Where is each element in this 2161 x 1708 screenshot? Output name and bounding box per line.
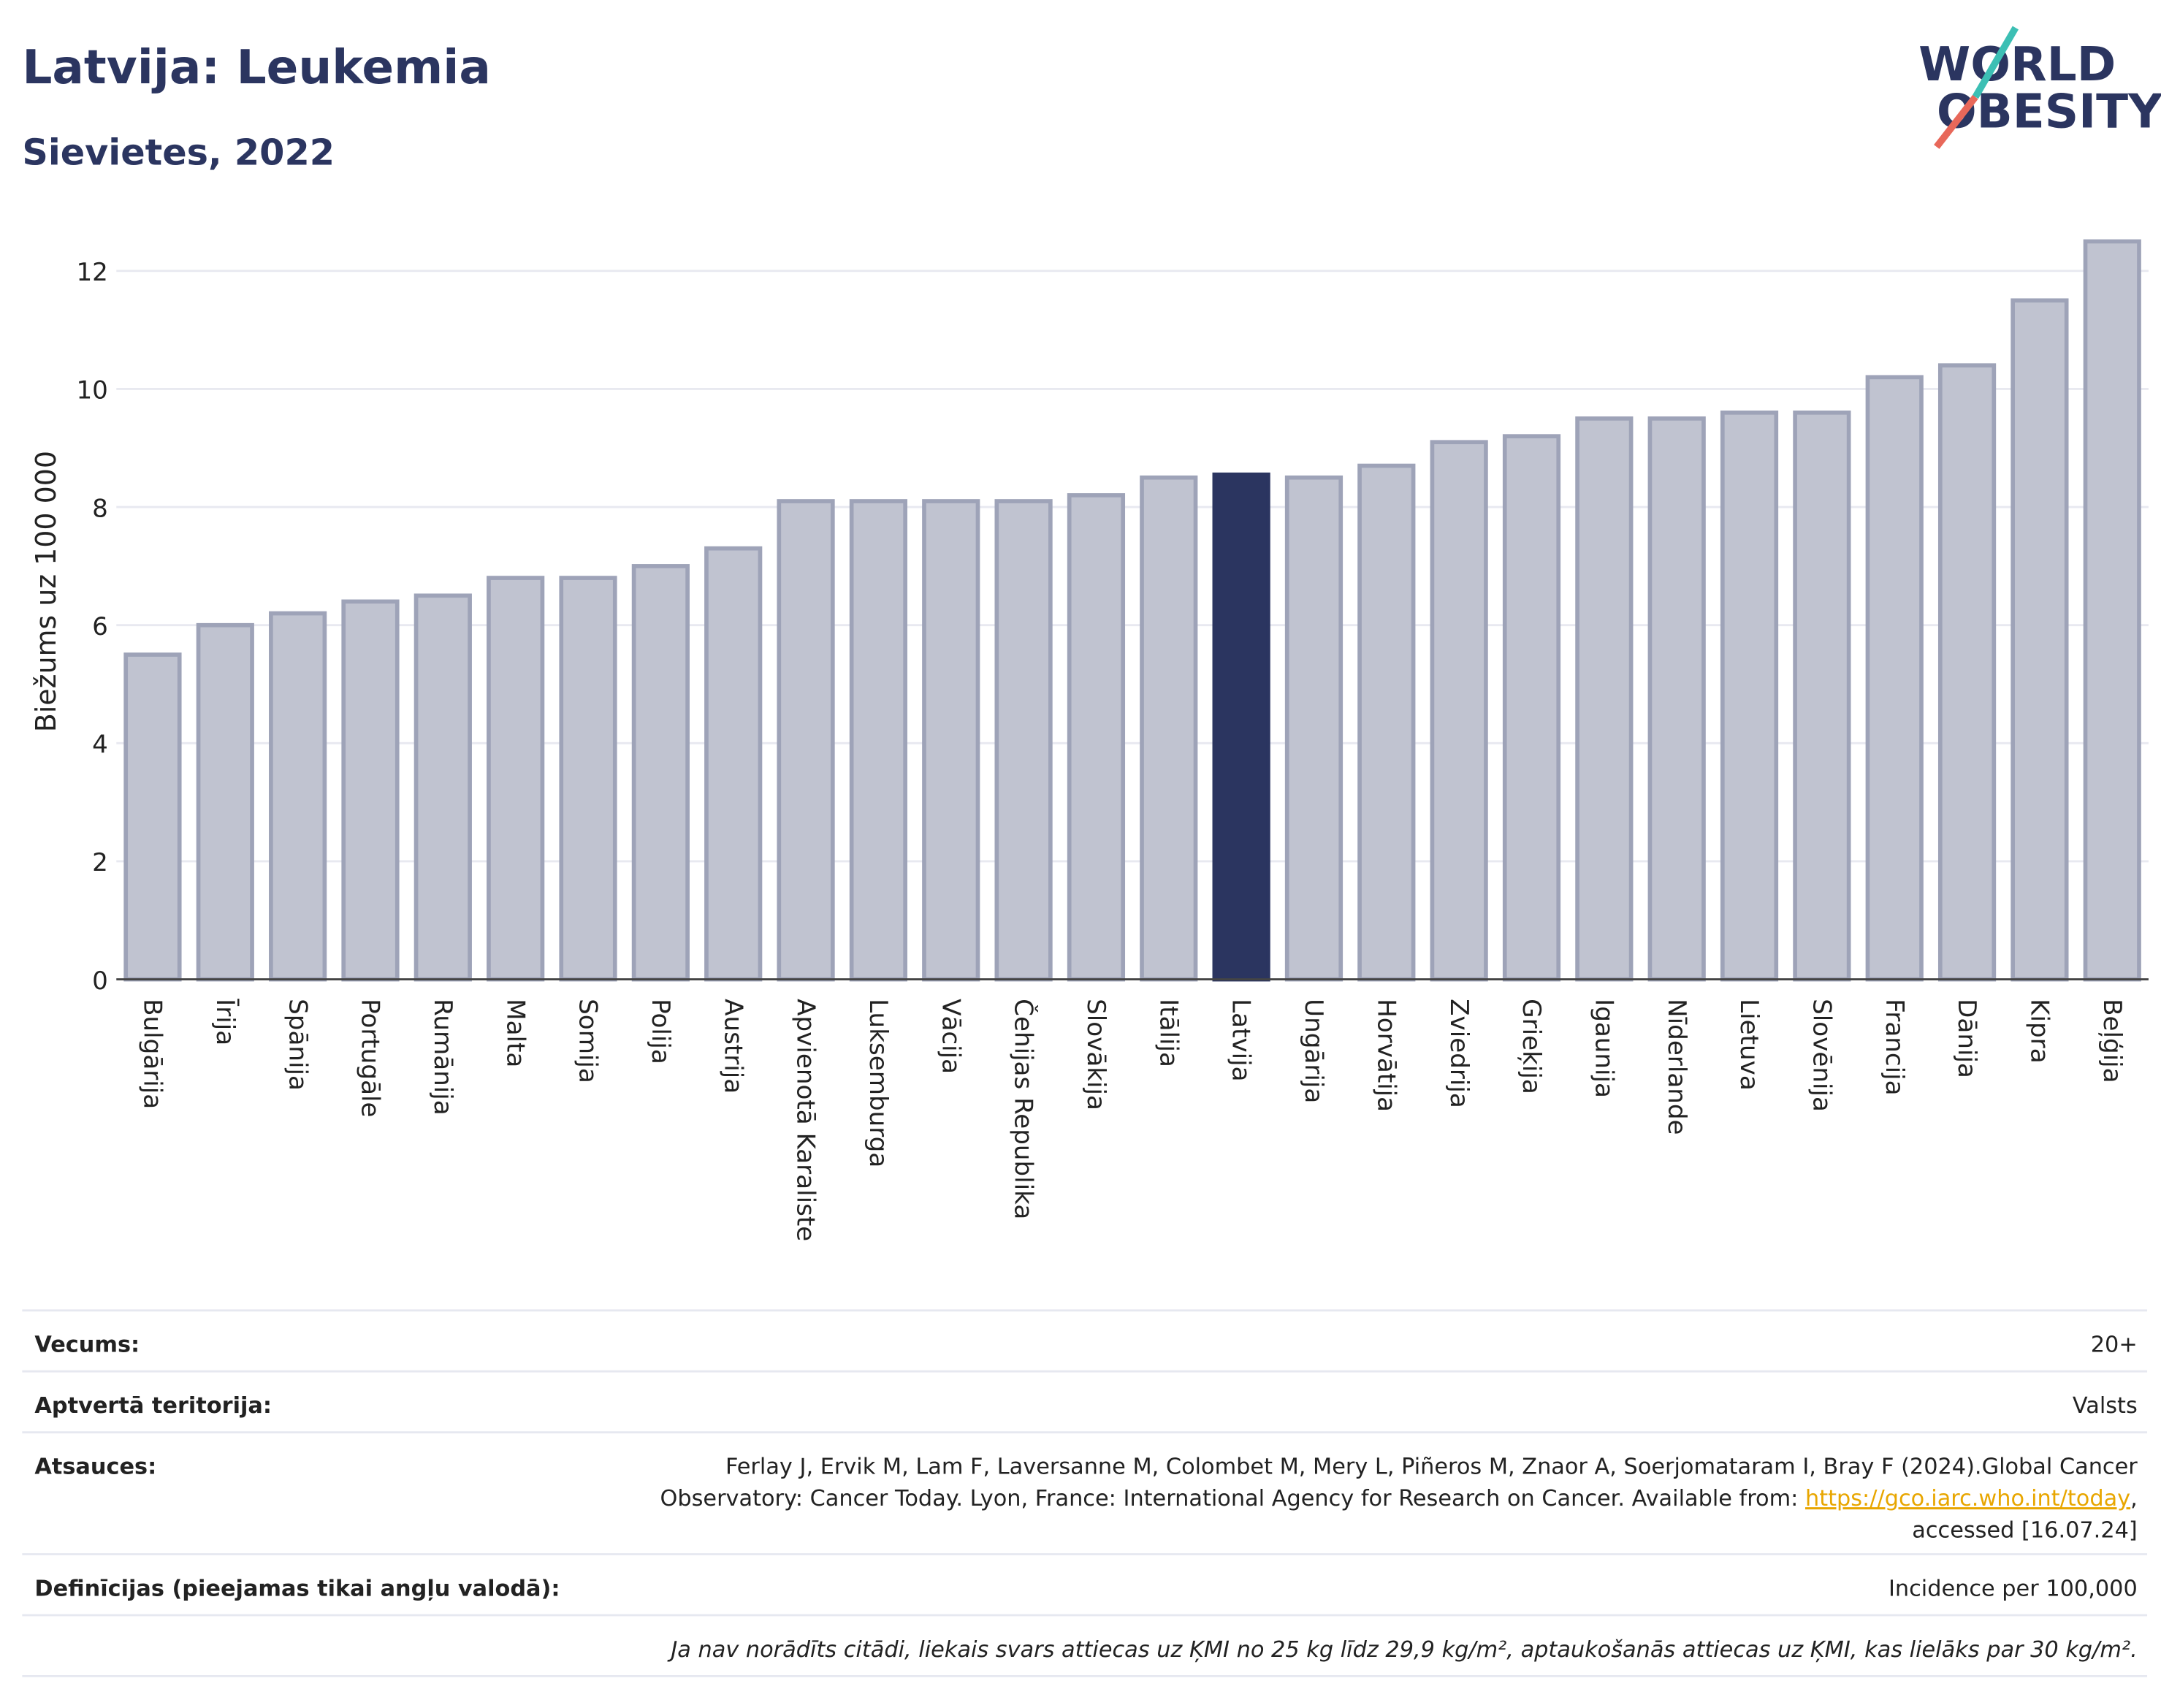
bar xyxy=(2011,298,2069,982)
row-value: Valsts xyxy=(2073,1393,2138,1419)
bar xyxy=(1430,440,1488,982)
bar xyxy=(341,599,400,982)
x-tick-label: Luksemburga xyxy=(864,999,893,1167)
link[interactable]: https://gco.iarc.who.int/today xyxy=(1805,1486,2130,1511)
x-tick-label: Zviedrija xyxy=(1444,999,1474,1108)
bar xyxy=(994,499,1053,982)
y-tick-label: 2 xyxy=(92,848,108,877)
bar xyxy=(1067,493,1126,982)
bar xyxy=(487,576,545,982)
y-tick-label: 0 xyxy=(92,967,108,996)
x-tick-label: Lietuva xyxy=(1734,999,1764,1091)
bar xyxy=(1720,410,1779,982)
bar xyxy=(2083,239,2141,982)
x-tick-label: Slovākija xyxy=(1081,999,1110,1110)
bar xyxy=(196,622,254,982)
text: , xyxy=(2130,1486,2138,1511)
logo-text: WORLD xyxy=(1918,37,2116,92)
row-label: Aptvertā teritorija: xyxy=(34,1393,272,1419)
title: Latvija: Leukemia xyxy=(22,40,491,95)
y-tick-label: 8 xyxy=(92,494,108,523)
x-tick-label: Grieķija xyxy=(1517,999,1546,1094)
x-tick-label: Ungārija xyxy=(1299,999,1328,1103)
x-tick-label: Kipra xyxy=(2025,999,2054,1063)
bar xyxy=(1937,363,1997,982)
logo-text: OBESITY xyxy=(1937,84,2161,139)
y-tick-label: 6 xyxy=(92,612,108,641)
x-tick-label: Slovēnija xyxy=(1807,999,1837,1112)
bar xyxy=(1647,416,1706,982)
text: Observatory: Cancer Today. Lyon, France:… xyxy=(660,1486,1805,1511)
row-label: Vecums: xyxy=(34,1333,140,1358)
y-tick-label: 12 xyxy=(76,258,107,287)
info-table: Vecums: 20+ Aptvertā teritorija: Valsts … xyxy=(22,1309,2148,1677)
x-tick-label: Apvienotā Karaliste xyxy=(791,999,820,1241)
bar xyxy=(922,499,980,982)
bar xyxy=(1140,475,1198,982)
bar xyxy=(849,499,908,982)
logo-slash xyxy=(1934,94,1978,149)
bar xyxy=(123,652,182,982)
bar xyxy=(631,564,690,982)
x-tick-label: Dānija xyxy=(1952,999,1981,1078)
x-tick-label: Latvija xyxy=(1227,999,1256,1081)
x-tick-label: Bulgārija xyxy=(138,999,167,1109)
x-tick-label: Malta xyxy=(500,999,530,1067)
row-label: Atsauces: xyxy=(34,1455,156,1480)
x-tick-label: Igaunija xyxy=(1589,999,1618,1098)
x-tick-label: Īrija xyxy=(210,999,240,1045)
x-tick-label: Horvātija xyxy=(1371,999,1400,1112)
bar xyxy=(1865,375,1924,982)
x-tick-label: Spānija xyxy=(283,999,312,1091)
bar xyxy=(1357,463,1416,982)
bar xyxy=(704,546,763,982)
y-tick-label: 4 xyxy=(92,731,108,760)
bar xyxy=(1212,472,1270,982)
bar xyxy=(1284,475,1344,982)
x-tick-label: Francija xyxy=(1880,999,1909,1095)
row-value: 20+ xyxy=(2091,1333,2138,1358)
x-tick-label: Vācija xyxy=(936,999,965,1074)
subtitle: Sievietes, 2022 xyxy=(22,131,335,174)
x-tick-label: Nīderlande xyxy=(1662,999,1691,1135)
y-axis-label: Biežums uz 100 000 xyxy=(30,451,62,732)
bar xyxy=(777,499,835,982)
bar xyxy=(1502,434,1561,982)
row-label: Definīcijas (pieejamas tikai angļu valod… xyxy=(34,1576,560,1601)
x-tick-label: Somija xyxy=(573,999,603,1083)
note: Ja nav norādīts citādi, liekais svars at… xyxy=(667,1637,2137,1663)
x-tick-label: Čehijas Republika xyxy=(1009,999,1039,1219)
x-tick-label: Beļģija xyxy=(2097,999,2127,1083)
row-value: Ferlay J, Ervik M, Lam F, Laversanne M, … xyxy=(725,1455,2138,1480)
x-tick-label: Polija xyxy=(646,999,675,1064)
row-value: Observatory: Cancer Today. Lyon, France:… xyxy=(660,1486,2137,1511)
bar xyxy=(413,593,472,982)
x-tick-label: Portugāle xyxy=(356,999,385,1117)
y-tick-label: 10 xyxy=(76,376,107,405)
logo: WORLD OBESITY xyxy=(1918,26,2161,149)
bar xyxy=(269,611,327,982)
row-value: Incidence per 100,000 xyxy=(1889,1576,2138,1601)
logo-slash xyxy=(1972,26,2019,99)
x-tick-label: Itālija xyxy=(1154,999,1183,1067)
bar xyxy=(1793,410,1851,982)
bar xyxy=(1575,416,1634,982)
row-value: accessed [16.07.24] xyxy=(1912,1518,2137,1544)
x-tick-label: Austrija xyxy=(718,999,747,1094)
x-tick-label: Rumānija xyxy=(428,999,457,1115)
bar xyxy=(559,576,617,982)
